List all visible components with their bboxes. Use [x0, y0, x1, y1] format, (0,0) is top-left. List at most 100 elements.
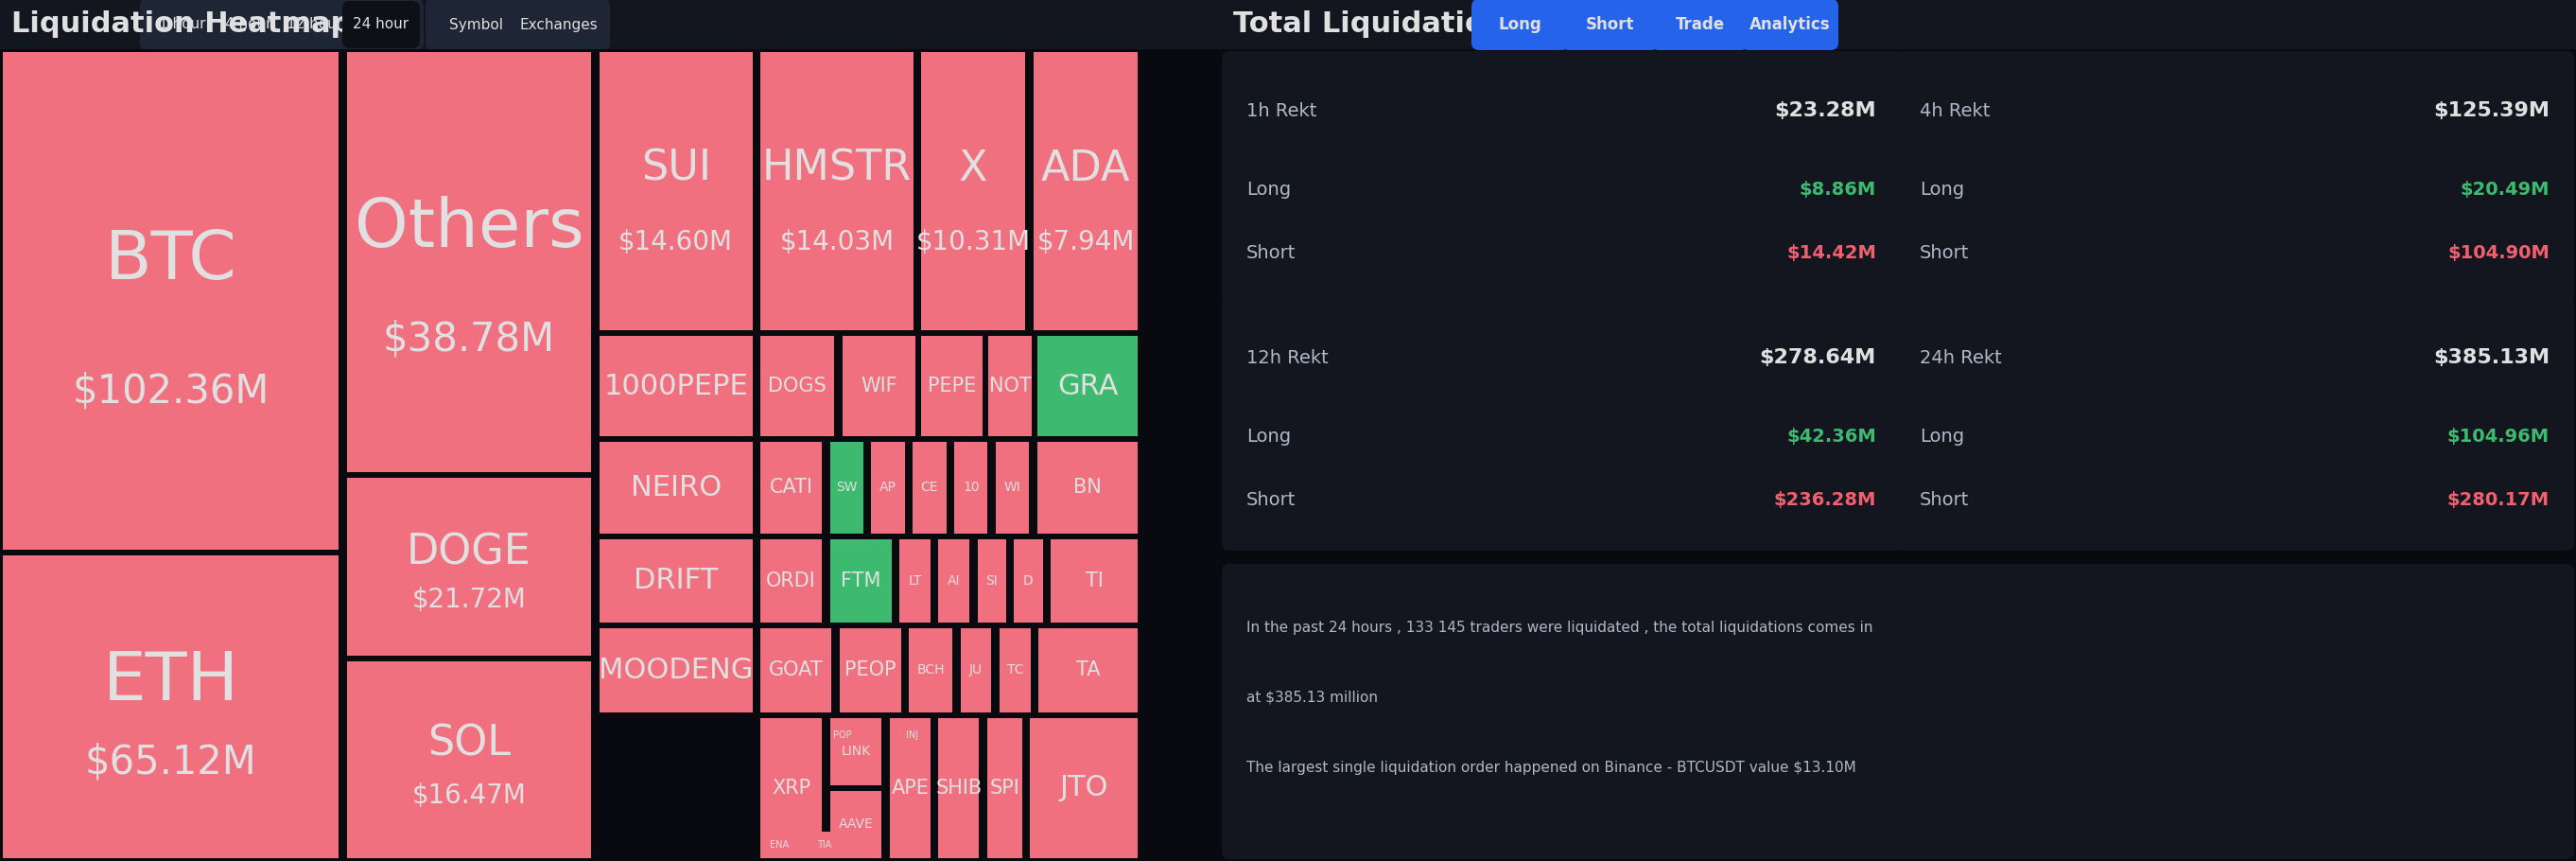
- Text: Total Liquidations: Total Liquidations: [1234, 11, 1522, 39]
- Text: JTO: JTO: [1059, 774, 1108, 802]
- Text: WI: WI: [1005, 481, 1020, 494]
- FancyBboxPatch shape: [1561, 0, 1659, 50]
- Bar: [1038, 336, 1139, 436]
- FancyBboxPatch shape: [425, 0, 611, 52]
- Bar: [938, 539, 969, 623]
- Text: Long: Long: [1919, 180, 1965, 198]
- Text: WIF: WIF: [860, 376, 896, 395]
- Text: DRIFT: DRIFT: [634, 567, 719, 595]
- Text: $14.60M: $14.60M: [618, 229, 734, 256]
- Text: $14.03M: $14.03M: [781, 229, 894, 256]
- FancyBboxPatch shape: [1221, 51, 1901, 304]
- Text: XRP: XRP: [773, 778, 811, 797]
- Text: The largest single liquidation order happened on Binance - BTCUSDT value $13.10M: The largest single liquidation order hap…: [1247, 760, 1857, 775]
- Bar: [987, 718, 1023, 858]
- Text: Long: Long: [1499, 16, 1543, 33]
- Text: Short: Short: [1587, 16, 1633, 33]
- Text: LINK: LINK: [840, 745, 871, 758]
- FancyBboxPatch shape: [139, 0, 422, 52]
- Text: ADA: ADA: [1041, 148, 1131, 189]
- Text: $38.78M: $38.78M: [384, 319, 556, 359]
- Text: $278.64M: $278.64M: [1759, 349, 1875, 368]
- Text: LT: LT: [909, 574, 922, 587]
- Bar: [842, 336, 914, 436]
- FancyBboxPatch shape: [343, 1, 420, 48]
- Bar: [999, 629, 1030, 712]
- Text: Analytics: Analytics: [1749, 16, 1829, 33]
- Text: TIA: TIA: [817, 840, 832, 850]
- Bar: [348, 52, 592, 473]
- FancyBboxPatch shape: [1741, 0, 1839, 50]
- Text: 4 hour: 4 hour: [224, 17, 273, 32]
- Text: $14.42M: $14.42M: [1788, 245, 1875, 263]
- Text: TA: TA: [1077, 660, 1100, 679]
- Text: INJ: INJ: [907, 730, 917, 740]
- FancyBboxPatch shape: [1221, 298, 1901, 551]
- Text: Short: Short: [1247, 245, 1296, 263]
- Bar: [899, 718, 925, 753]
- Text: ENA: ENA: [770, 840, 788, 850]
- Text: $65.12M: $65.12M: [85, 742, 258, 782]
- FancyBboxPatch shape: [1471, 0, 1569, 50]
- Text: $42.36M: $42.36M: [1788, 427, 1875, 445]
- Bar: [760, 832, 799, 858]
- Bar: [889, 718, 930, 858]
- Text: Long: Long: [1247, 180, 1291, 198]
- Text: $20.49M: $20.49M: [2460, 180, 2550, 198]
- Text: 1000PEPE: 1000PEPE: [603, 372, 747, 400]
- Text: $21.72M: $21.72M: [412, 586, 526, 613]
- Text: BCH: BCH: [917, 664, 945, 677]
- Bar: [909, 629, 953, 712]
- Text: SUI: SUI: [641, 148, 711, 189]
- Bar: [829, 718, 881, 785]
- Bar: [760, 52, 914, 331]
- Bar: [899, 539, 930, 623]
- Text: 4h Rekt: 4h Rekt: [1919, 102, 1991, 120]
- Text: $23.28M: $23.28M: [1775, 102, 1875, 121]
- Bar: [348, 478, 592, 655]
- Text: $104.90M: $104.90M: [2447, 245, 2550, 263]
- Text: AI: AI: [948, 574, 961, 587]
- Text: Trade: Trade: [1674, 16, 1723, 33]
- Text: Long: Long: [1247, 427, 1291, 445]
- Bar: [760, 629, 832, 712]
- Text: PEPE: PEPE: [927, 376, 976, 395]
- Bar: [938, 718, 979, 858]
- Text: SHIB: SHIB: [935, 778, 981, 797]
- Bar: [806, 832, 842, 858]
- Text: 12h Rekt: 12h Rekt: [1247, 349, 1329, 367]
- Text: DOGE: DOGE: [407, 532, 531, 573]
- Bar: [760, 718, 822, 858]
- Text: NOT: NOT: [989, 376, 1030, 395]
- Bar: [922, 52, 1025, 331]
- Text: Long: Long: [1919, 427, 1965, 445]
- Text: 1 hour: 1 hour: [160, 17, 206, 32]
- Text: Short: Short: [1919, 492, 1968, 510]
- Bar: [1038, 629, 1139, 712]
- Bar: [953, 442, 987, 534]
- Bar: [600, 336, 752, 436]
- Text: PEOP: PEOP: [845, 660, 896, 679]
- Bar: [760, 442, 822, 534]
- Bar: [1033, 52, 1139, 331]
- Text: at $385.13 million: at $385.13 million: [1247, 691, 1378, 704]
- Text: APE: APE: [891, 778, 930, 797]
- Bar: [989, 336, 1030, 436]
- Text: $104.96M: $104.96M: [2447, 427, 2550, 445]
- Text: DOGS: DOGS: [768, 376, 827, 395]
- Text: HMSTR: HMSTR: [762, 148, 912, 189]
- Text: Liquidation Heatmap: Liquidation Heatmap: [10, 11, 350, 39]
- Text: Exchanges: Exchanges: [520, 17, 598, 32]
- Text: Short: Short: [1247, 492, 1296, 510]
- Bar: [829, 718, 855, 753]
- FancyBboxPatch shape: [1896, 298, 2573, 551]
- Bar: [829, 442, 863, 534]
- Text: $8.86M: $8.86M: [1801, 180, 1875, 198]
- Bar: [600, 52, 752, 331]
- Text: JU: JU: [969, 664, 981, 677]
- Bar: [0, 0, 2576, 49]
- Bar: [3, 555, 337, 858]
- Text: TI: TI: [1084, 572, 1103, 591]
- Bar: [600, 629, 752, 712]
- Text: ORDI: ORDI: [765, 572, 817, 591]
